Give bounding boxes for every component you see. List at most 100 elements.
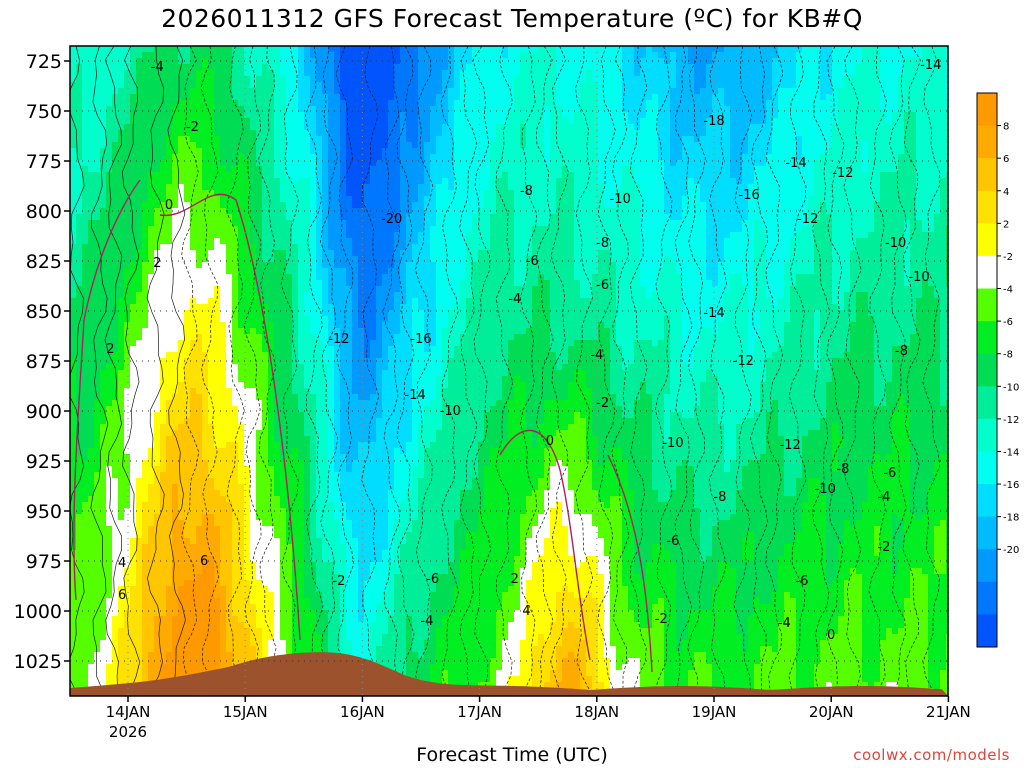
- temperature-cell: [262, 442, 269, 449]
- temperature-cell: [214, 190, 221, 197]
- temperature-cell: [154, 142, 161, 149]
- temperature-cell: [190, 412, 197, 419]
- temperature-cell: [88, 70, 95, 77]
- temperature-cell: [256, 442, 263, 449]
- temperature-cell: [112, 118, 119, 125]
- temperature-cell: [112, 52, 119, 59]
- temperature-cell: [148, 490, 155, 497]
- temperature-cell: [298, 442, 305, 449]
- temperature-cell: [154, 328, 161, 335]
- temperature-cell: [202, 286, 209, 293]
- temperature-cell: [142, 436, 149, 443]
- temperature-cell: [334, 202, 341, 209]
- temperature-cell: [316, 520, 323, 527]
- temperature-cell: [268, 166, 275, 173]
- temperature-cell: [232, 394, 239, 401]
- temperature-cell: [142, 268, 149, 275]
- temperature-cell: [340, 502, 347, 509]
- temperature-cell: [136, 100, 143, 107]
- temperature-cell: [256, 520, 263, 527]
- temperature-cell: [100, 262, 107, 269]
- temperature-cell: [202, 232, 209, 239]
- temperature-cell: [226, 652, 233, 659]
- temperature-cell: [100, 112, 107, 119]
- temperature-cell: [118, 118, 125, 125]
- temperature-cell: [322, 592, 329, 599]
- temperature-cell: [292, 514, 299, 521]
- temperature-cell: [202, 148, 209, 155]
- temperature-cell: [268, 370, 275, 377]
- temperature-cell: [142, 208, 149, 215]
- temperature-cell: [334, 148, 341, 155]
- temperature-cell: [190, 646, 197, 653]
- temperature-cell: [310, 310, 317, 317]
- temperature-cell: [196, 586, 203, 593]
- temperature-cell: [214, 58, 221, 65]
- temperature-cell: [298, 256, 305, 263]
- temperature-cell: [190, 340, 197, 347]
- temperature-cell: [70, 202, 77, 209]
- temperature-cell: [136, 532, 143, 539]
- temperature-cell: [262, 556, 269, 563]
- temperature-cell: [328, 580, 335, 587]
- temperature-cell: [328, 238, 335, 245]
- temperature-cell: [100, 394, 107, 401]
- temperature-cell: [76, 574, 83, 581]
- temperature-cell: [256, 496, 263, 503]
- temperature-cell: [274, 478, 281, 485]
- temperature-cell: [202, 574, 209, 581]
- temperature-cell: [238, 400, 245, 407]
- temperature-cell: [214, 148, 221, 155]
- temperature-cell: [94, 196, 101, 203]
- temperature-cell: [334, 502, 341, 509]
- temperature-cell: [208, 652, 215, 659]
- temperature-cell: [310, 64, 317, 71]
- temperature-cell: [334, 154, 341, 161]
- temperature-cell: [328, 196, 335, 203]
- temperature-cell: [118, 346, 125, 353]
- temperature-cell: [298, 250, 305, 257]
- temperature-cell: [196, 430, 203, 437]
- temperature-cell: [304, 544, 311, 551]
- temperature-cell: [214, 100, 221, 107]
- temperature-cell: [142, 454, 149, 461]
- temperature-cell: [208, 412, 215, 419]
- temperature-cell: [142, 214, 149, 221]
- temperature-cell: [334, 214, 341, 221]
- temperature-cell: [76, 280, 83, 287]
- temperature-cell: [286, 532, 293, 539]
- temperature-cell: [136, 676, 143, 683]
- temperature-cell: [136, 538, 143, 545]
- temperature-cell: [106, 592, 113, 599]
- temperature-cell: [238, 232, 245, 239]
- temperature-cell: [226, 376, 233, 383]
- temperature-cell: [286, 268, 293, 275]
- temperature-cell: [304, 88, 311, 95]
- temperature-cell: [76, 550, 83, 557]
- temperature-cell: [262, 352, 269, 359]
- temperature-cell: [166, 412, 173, 419]
- temperature-cell: [328, 646, 335, 653]
- temperature-cell: [118, 352, 125, 359]
- temperature-cell: [298, 604, 305, 611]
- temperature-cell: [82, 214, 89, 221]
- temperature-cell: [172, 646, 179, 653]
- temperature-cell: [232, 400, 239, 407]
- temperature-cell: [256, 610, 263, 617]
- temperature-cell: [154, 442, 161, 449]
- temperature-cell: [178, 406, 185, 413]
- temperature-cell: [106, 418, 113, 425]
- temperature-cell: [190, 136, 197, 143]
- temperature-cell: [316, 178, 323, 185]
- temperature-cell: [268, 598, 275, 605]
- temperature-cell: [178, 52, 185, 59]
- temperature-cell: [286, 376, 293, 383]
- temperature-cell: [340, 340, 347, 347]
- temperature-cell: [268, 550, 275, 557]
- temperature-cell: [112, 274, 119, 281]
- temperature-cell: [268, 112, 275, 119]
- temperature-cell: [178, 622, 185, 629]
- temperature-cell: [250, 238, 257, 245]
- temperature-cell: [310, 142, 317, 149]
- temperature-cell: [118, 436, 125, 443]
